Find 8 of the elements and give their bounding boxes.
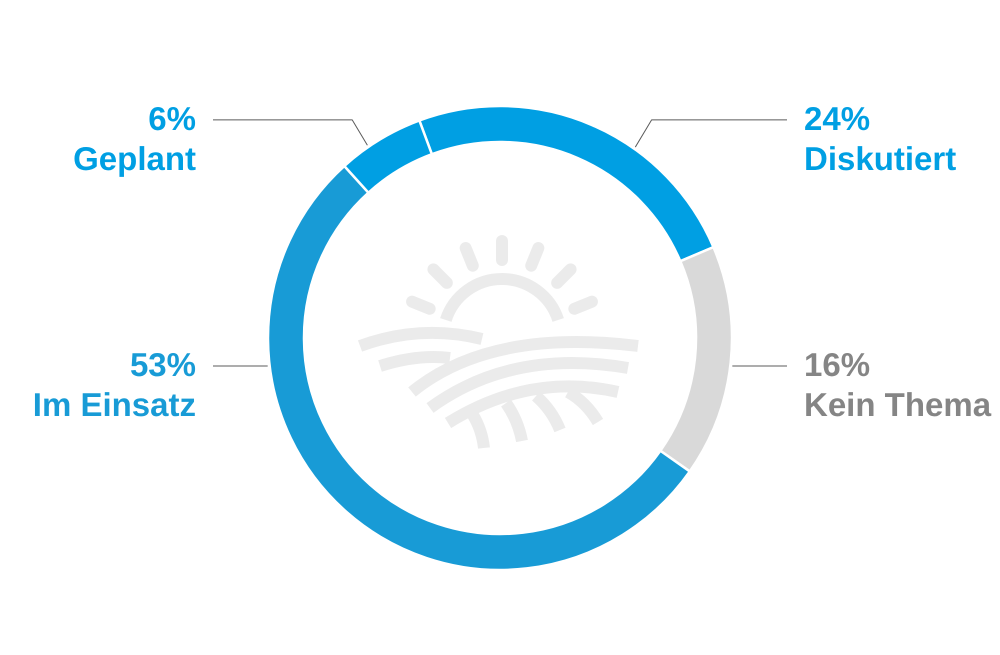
data-label: 6% xyxy=(148,100,196,137)
slice-label: Geplant xyxy=(73,140,196,177)
slice-label: Im Einsatz xyxy=(32,386,196,424)
data-label: 53% xyxy=(130,346,196,384)
data-label: 24% xyxy=(804,100,870,137)
slice-label: Diskutiert xyxy=(804,140,956,177)
data-label: 16% xyxy=(804,346,870,384)
slice-label: Kein Thema xyxy=(804,386,992,424)
